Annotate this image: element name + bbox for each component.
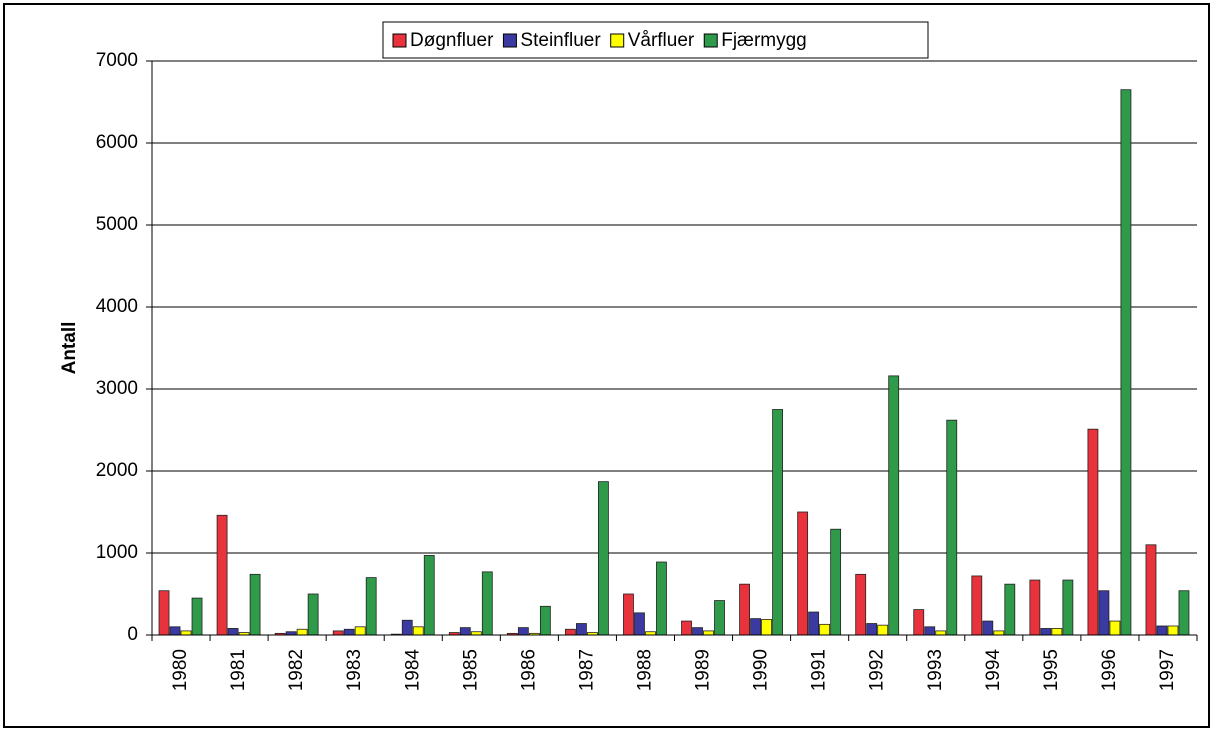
bar — [1178, 590, 1190, 636]
x-tick-label: 1983 — [344, 649, 365, 691]
x-tick-label: 1982 — [286, 649, 307, 691]
legend-label: Døgnfluer — [410, 30, 494, 51]
bar — [819, 623, 831, 636]
bar — [1062, 579, 1074, 636]
y-tick-label: 5000 — [96, 214, 138, 235]
bar — [971, 575, 983, 636]
bar — [924, 626, 936, 636]
bar — [808, 611, 820, 636]
bar — [1098, 590, 1110, 636]
x-tick-label: 1985 — [460, 649, 481, 691]
bar — [354, 626, 366, 636]
bar — [656, 561, 667, 636]
bar — [993, 630, 1005, 636]
legend-box — [382, 21, 929, 59]
bar — [1145, 544, 1157, 636]
bar — [401, 619, 413, 636]
bar — [343, 628, 355, 636]
x-tick-label: 1981 — [228, 649, 249, 691]
bar — [855, 573, 867, 636]
y-tick-label: 3000 — [96, 378, 138, 399]
bar — [365, 577, 377, 636]
bar — [634, 612, 645, 636]
bar — [423, 555, 435, 636]
bar — [517, 627, 529, 636]
bar — [888, 375, 900, 636]
x-tick-label: 1991 — [809, 649, 830, 691]
x-tick-label: 1997 — [1157, 649, 1178, 691]
y-tick-label: 4000 — [96, 296, 138, 317]
bar — [1087, 428, 1099, 636]
bar — [191, 597, 203, 636]
bar — [750, 618, 761, 636]
y-tick-label: 6000 — [96, 132, 138, 153]
bar — [935, 630, 947, 636]
bar — [227, 628, 239, 636]
bar — [332, 630, 344, 636]
bar — [830, 528, 842, 636]
bar — [1029, 579, 1041, 636]
x-tick-label: 1993 — [925, 649, 946, 691]
bar — [180, 630, 192, 636]
bar — [1040, 628, 1052, 636]
bar — [772, 409, 783, 636]
x-tick-label: 1989 — [693, 649, 714, 691]
legend-label: Steinfluer — [520, 30, 601, 51]
x-tick-label: 1994 — [983, 649, 1004, 692]
bar — [598, 481, 609, 636]
bar — [913, 609, 925, 636]
legend-label: Fjærmygg — [721, 30, 807, 51]
bar — [412, 626, 424, 636]
bar — [307, 593, 319, 636]
bar — [565, 628, 576, 636]
y-tick-label: 7000 — [96, 50, 138, 71]
x-tick-label: 1987 — [576, 649, 597, 691]
bar — [169, 626, 181, 636]
y-axis-label: Antall — [59, 322, 80, 375]
bar — [1120, 89, 1132, 636]
bar — [877, 624, 889, 636]
bar — [1156, 625, 1168, 636]
bar — [1004, 583, 1016, 636]
y-tick-label: 2000 — [96, 460, 138, 481]
bar — [539, 605, 551, 636]
bar — [481, 571, 493, 636]
bar — [761, 619, 772, 636]
bar — [946, 419, 958, 636]
legend-label: Vårfluer — [628, 30, 695, 51]
legend-swatch — [502, 33, 517, 48]
x-tick-label: 1988 — [634, 649, 655, 691]
bar — [296, 628, 308, 636]
x-tick-label: 1992 — [867, 649, 888, 691]
bar — [681, 620, 692, 636]
legend-swatch — [392, 33, 407, 48]
bar — [797, 511, 809, 636]
bar — [1167, 625, 1179, 636]
bar — [866, 623, 878, 636]
bar — [703, 630, 714, 636]
x-tick-label: 1980 — [170, 649, 191, 691]
bar — [1051, 628, 1063, 636]
bar — [249, 573, 261, 636]
legend-swatch — [610, 33, 625, 48]
bar — [1109, 620, 1121, 636]
x-tick-label: 1990 — [751, 649, 772, 691]
bar — [714, 600, 725, 636]
legend-swatch — [703, 33, 718, 48]
x-tick-label: 1995 — [1041, 649, 1062, 691]
y-tick-label: 1000 — [96, 542, 138, 563]
x-tick-label: 1984 — [402, 649, 423, 692]
bar — [623, 593, 634, 636]
bar — [459, 627, 471, 636]
bar — [739, 583, 750, 636]
bar — [692, 627, 703, 636]
y-tick-label: 0 — [127, 624, 138, 645]
bar — [576, 623, 587, 636]
bar — [158, 590, 170, 636]
x-tick-label: 1986 — [518, 649, 539, 691]
bar — [982, 620, 994, 636]
x-tick-label: 1996 — [1099, 649, 1120, 691]
bar — [216, 514, 228, 636]
